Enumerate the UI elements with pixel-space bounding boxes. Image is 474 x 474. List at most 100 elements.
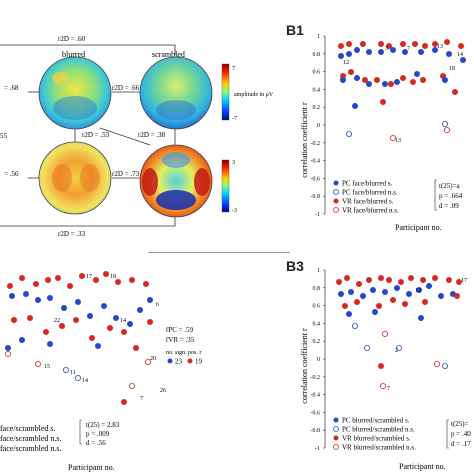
data-point (55, 274, 62, 281)
point-label: 7 (140, 396, 143, 402)
b2-r-pc: r̄PC = .59 (166, 326, 194, 334)
data-point (121, 329, 128, 336)
data-point (35, 361, 42, 368)
b3-legend-2: PC blurred/scrambled n.s. (342, 426, 415, 434)
b1-legend-3: VR face/blurred s. (342, 198, 394, 206)
data-point (445, 276, 452, 283)
data-point (388, 81, 395, 88)
point-label: 13 (395, 138, 401, 144)
data-point (45, 276, 52, 283)
data-point (390, 296, 397, 303)
section-divider (148, 252, 290, 253)
data-point (26, 315, 33, 322)
data-point (419, 77, 426, 84)
ytick-label: 0.4 (313, 87, 321, 93)
data-point (360, 292, 367, 299)
data-point (441, 77, 448, 84)
label-blurred: blurred (62, 50, 85, 59)
point-label: 7 (407, 46, 410, 52)
data-point (370, 286, 377, 293)
b2-stat-d: d = .56 (86, 439, 106, 447)
point-label: 17 (461, 278, 467, 284)
data-point (441, 121, 448, 128)
point-label: 18 (449, 66, 455, 72)
b2-count-vr: 19 (195, 358, 203, 366)
b2-legend-2: face/scrambled n.s. (0, 434, 62, 443)
colorbar-top-min: -7 (232, 116, 237, 122)
b1-stat-t: t(25)=a (439, 182, 461, 190)
corr-bottom-arc: r2D = .33 (58, 230, 86, 238)
b3-legend-1: PC blurred/scrambled s. (342, 417, 410, 425)
label-amplitude: amplitude in μV (234, 92, 274, 98)
data-point (376, 303, 383, 310)
top-connector (0, 44, 176, 55)
b3-legend-4: VR blurred/scrambled n.s. (342, 444, 416, 452)
data-point (146, 319, 153, 326)
corr-middle-top: r2D = .66 (112, 84, 140, 92)
point-label: 14 (120, 318, 126, 324)
data-point (340, 77, 347, 84)
b1-stat-p: p = .664 (439, 192, 463, 200)
topomap-blurred (38, 56, 112, 130)
data-point (352, 323, 359, 330)
point-label: 22 (54, 318, 60, 324)
ytick-label: 1 (317, 268, 320, 274)
ytick-label: -0.4 (311, 393, 321, 399)
data-point (421, 42, 428, 49)
data-point (75, 299, 82, 306)
b3-ylabel: correlation coefficient r (300, 328, 309, 404)
data-point (413, 71, 420, 78)
ytick-label: 0.8 (313, 286, 321, 292)
data-point (342, 303, 349, 310)
data-point (400, 40, 407, 47)
data-point (453, 292, 460, 299)
point-label: 12 (343, 60, 349, 66)
point-label: 14 (457, 52, 463, 58)
data-point (364, 345, 371, 352)
b3-stat-p: p = .40 (451, 430, 471, 438)
point-label: 3 (385, 46, 388, 52)
corr-left-bottom: = .56 (4, 170, 19, 178)
data-point (378, 40, 385, 47)
colorbar-bottom-max: 3 (232, 160, 235, 166)
corr-center-left: r2D = .53 (82, 131, 110, 139)
b3-legend-3: VR blurred/scrambled s. (342, 435, 411, 443)
data-point (378, 48, 385, 55)
b3-yticks: 1 0.8 0.6 0.4 0.2 0 -0.2 -0.4 -0.6 -0.8 -1 (311, 268, 325, 452)
data-point (121, 398, 128, 405)
b1-ylabel: correlation coefficient r (300, 102, 309, 178)
b1-legend-4: VR face/blurred n.s. (342, 207, 399, 215)
data-point (394, 284, 401, 291)
data-point (408, 274, 415, 281)
data-point (354, 46, 361, 53)
data-point (431, 274, 438, 281)
data-point (386, 42, 393, 49)
data-point (79, 272, 86, 279)
b2-legend-3: face/scrambled n.s. (0, 444, 62, 453)
data-point (67, 282, 74, 289)
b2-xlabel: Participant no. (68, 463, 115, 472)
b1-xlabel: Participant no. (395, 223, 442, 232)
ytick-label: -0.8 (311, 428, 321, 434)
data-point (400, 75, 407, 82)
point-label: 17 (86, 274, 92, 280)
data-point (346, 311, 353, 318)
data-point (382, 81, 389, 88)
data-point (431, 40, 438, 47)
data-point (128, 276, 135, 283)
ytick-label: -1 (315, 212, 320, 218)
panel-label-b3: B3 (286, 258, 304, 274)
topomap-difference-blurred (38, 141, 112, 215)
data-point (406, 290, 413, 297)
data-point (47, 341, 54, 348)
data-point (425, 282, 432, 289)
data-point (415, 286, 422, 293)
panel-label-b1: B1 (286, 22, 304, 38)
b3-xlabel: Participant no. (399, 462, 446, 471)
data-point (128, 383, 135, 390)
data-point (344, 274, 351, 281)
point-label: 6 (156, 302, 159, 308)
topomap-scrambled (139, 56, 213, 130)
ytick-label: -0.8 (311, 194, 321, 200)
corr-middle-bottom: r2D = .73 (112, 170, 140, 178)
